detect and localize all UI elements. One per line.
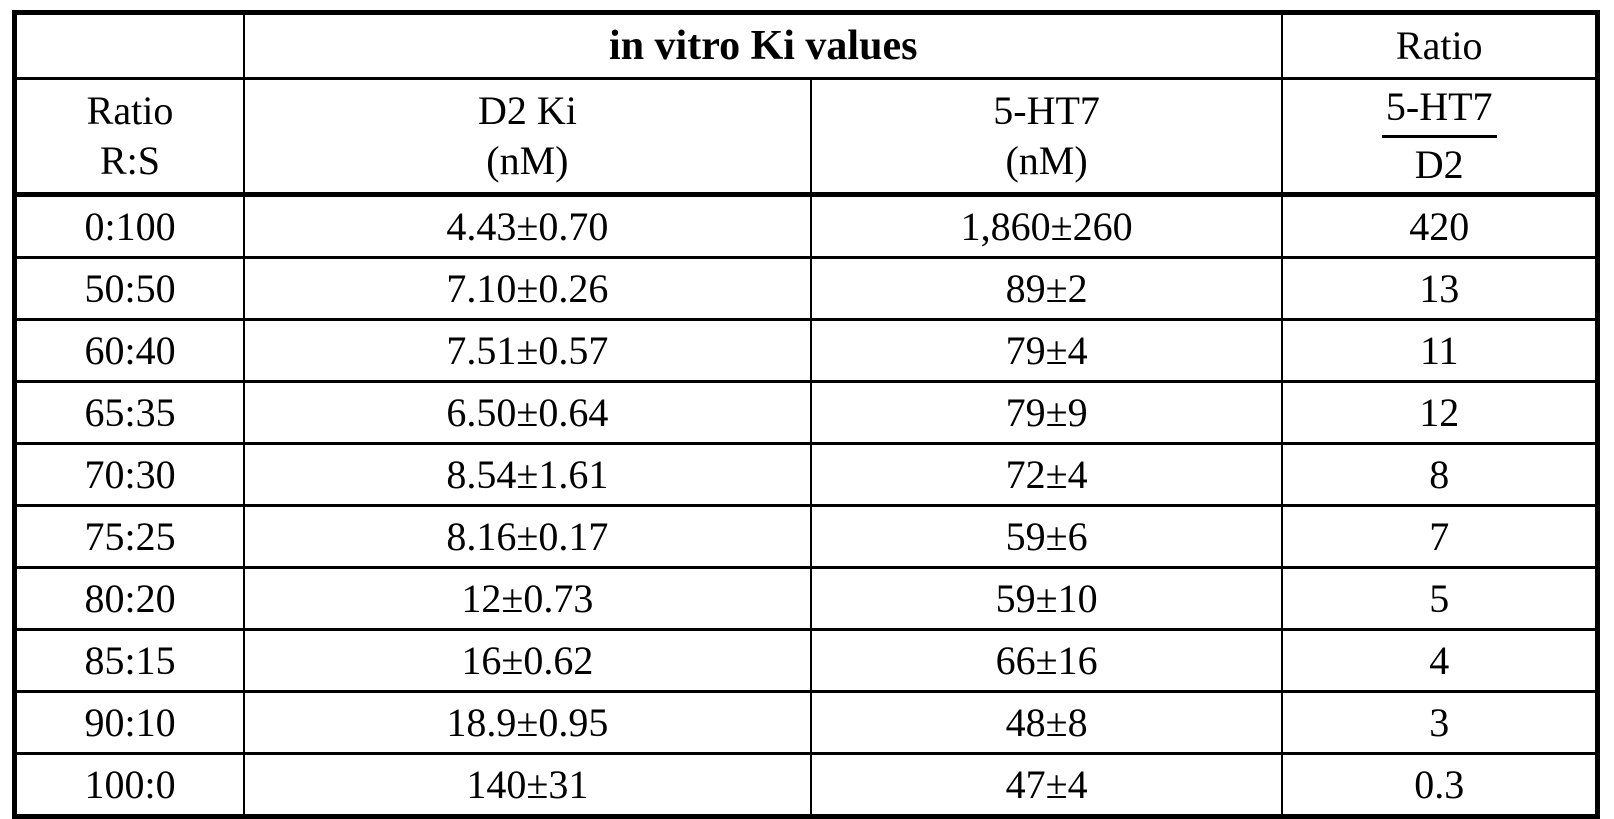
selectivity-fraction-denominator: D2: [1414, 142, 1464, 187]
ht7-ki-cell: 66±16: [809, 628, 1284, 693]
selectivity-fraction-numerator: 5-HT7: [1381, 82, 1497, 138]
selectivity-cell: 13: [1281, 256, 1599, 321]
table-row: 100:0 140±31 47±4 0.3: [13, 752, 1599, 818]
table-row: 70:30 8.54±1.61 72±4 8: [13, 442, 1599, 507]
ht7-header-line1: 5-HT7: [993, 88, 1100, 133]
in-vitro-ki-values-title: in vitro Ki values: [243, 11, 1284, 80]
ki-values-table-container: in vitro Ki values Ratio Ratio R:S D2 Ki…: [12, 10, 1600, 819]
corner-cell: [13, 11, 246, 80]
table-row: 80:20 12±0.73 59±10 5: [13, 566, 1599, 631]
ht7-header-cell: 5-HT7 (nM): [809, 77, 1284, 197]
ht7-ki-cell: 59±10: [809, 566, 1284, 631]
selectivity-cell: 11: [1281, 318, 1599, 383]
ratio-cell: 75:25: [13, 504, 246, 569]
table-row: 65:35 6.50±0.64 79±9 12: [13, 380, 1599, 445]
table-row: 0:100 4.43±0.70 1,860±260 420: [13, 193, 1599, 259]
ratio-cell: 60:40: [13, 318, 246, 383]
ht7-ki-cell: 47±4: [809, 752, 1284, 818]
d2-ki-cell: 6.50±0.64: [243, 380, 812, 445]
d2-ki-cell: 140±31: [243, 752, 812, 818]
ratio-cell: 90:10: [13, 690, 246, 755]
selectivity-cell: 5: [1281, 566, 1599, 631]
ratio-cell: 100:0: [13, 752, 246, 818]
ratio-cell: 65:35: [13, 380, 246, 445]
selectivity-cell: 3: [1281, 690, 1599, 755]
d2-ki-cell: 7.51±0.57: [243, 318, 812, 383]
in-vitro-ki-values-table: in vitro Ki values Ratio Ratio R:S D2 Ki…: [12, 10, 1600, 819]
selectivity-cell: 420: [1281, 193, 1599, 259]
d2-header-line1: D2 Ki: [477, 88, 577, 133]
d2-ki-cell: 8.54±1.61: [243, 442, 812, 507]
d2-ki-cell: 4.43±0.70: [243, 193, 812, 259]
d2-header-line2: (nM): [486, 138, 569, 183]
ratio-header-line2: R:S: [99, 138, 161, 183]
ht7-ki-cell: 1,860±260: [809, 193, 1284, 259]
ratio-cell: 80:20: [13, 566, 246, 631]
ratio-cell: 50:50: [13, 256, 246, 321]
ratio-cell: 0:100: [13, 193, 246, 259]
d2-ki-cell: 16±0.62: [243, 628, 812, 693]
d2-ki-header-cell: D2 Ki (nM): [243, 77, 812, 197]
selectivity-cell: 7: [1281, 504, 1599, 569]
ht7-ki-cell: 79±4: [809, 318, 1284, 383]
ratio-header-line1: Ratio: [86, 88, 174, 133]
selectivity-cell: 4: [1281, 628, 1599, 693]
ratio-rs-header-cell: Ratio R:S: [13, 77, 246, 197]
selectivity-cell: 8: [1281, 442, 1599, 507]
d2-ki-cell: 12±0.73: [243, 566, 812, 631]
selectivity-ratio-header-cell: 5-HT7 D2: [1281, 77, 1599, 197]
ratio-cell: 85:15: [13, 628, 246, 693]
d2-ki-cell: 8.16±0.17: [243, 504, 812, 569]
table-row: 90:10 18.9±0.95 48±8 3: [13, 690, 1599, 755]
table-top-header-row: in vitro Ki values Ratio: [13, 11, 1599, 80]
ht7-ki-cell: 59±6: [809, 504, 1284, 569]
selectivity-fraction: 5-HT7 D2: [1381, 82, 1497, 190]
ratio-cell: 70:30: [13, 442, 246, 507]
selectivity-cell: 12: [1281, 380, 1599, 445]
ht7-ki-cell: 72±4: [809, 442, 1284, 507]
table-row: 75:25 8.16±0.17 59±6 7: [13, 504, 1599, 569]
table-row: 60:40 7.51±0.57 79±4 11: [13, 318, 1599, 383]
table-row: 50:50 7.10±0.26 89±2 13: [13, 256, 1599, 321]
table-column-header-row: Ratio R:S D2 Ki (nM) 5-HT7 (nM) 5-HT7 D2: [13, 77, 1599, 197]
selectivity-cell: 0.3: [1281, 752, 1599, 818]
ht7-ki-cell: 48±8: [809, 690, 1284, 755]
table-row: 85:15 16±0.62 66±16 4: [13, 628, 1599, 693]
d2-ki-cell: 7.10±0.26: [243, 256, 812, 321]
ratio-header-cell: Ratio: [1281, 11, 1599, 80]
ht7-ki-cell: 79±9: [809, 380, 1284, 445]
d2-ki-cell: 18.9±0.95: [243, 690, 812, 755]
ht7-ki-cell: 89±2: [809, 256, 1284, 321]
ht7-header-line2: (nM): [1005, 138, 1088, 183]
